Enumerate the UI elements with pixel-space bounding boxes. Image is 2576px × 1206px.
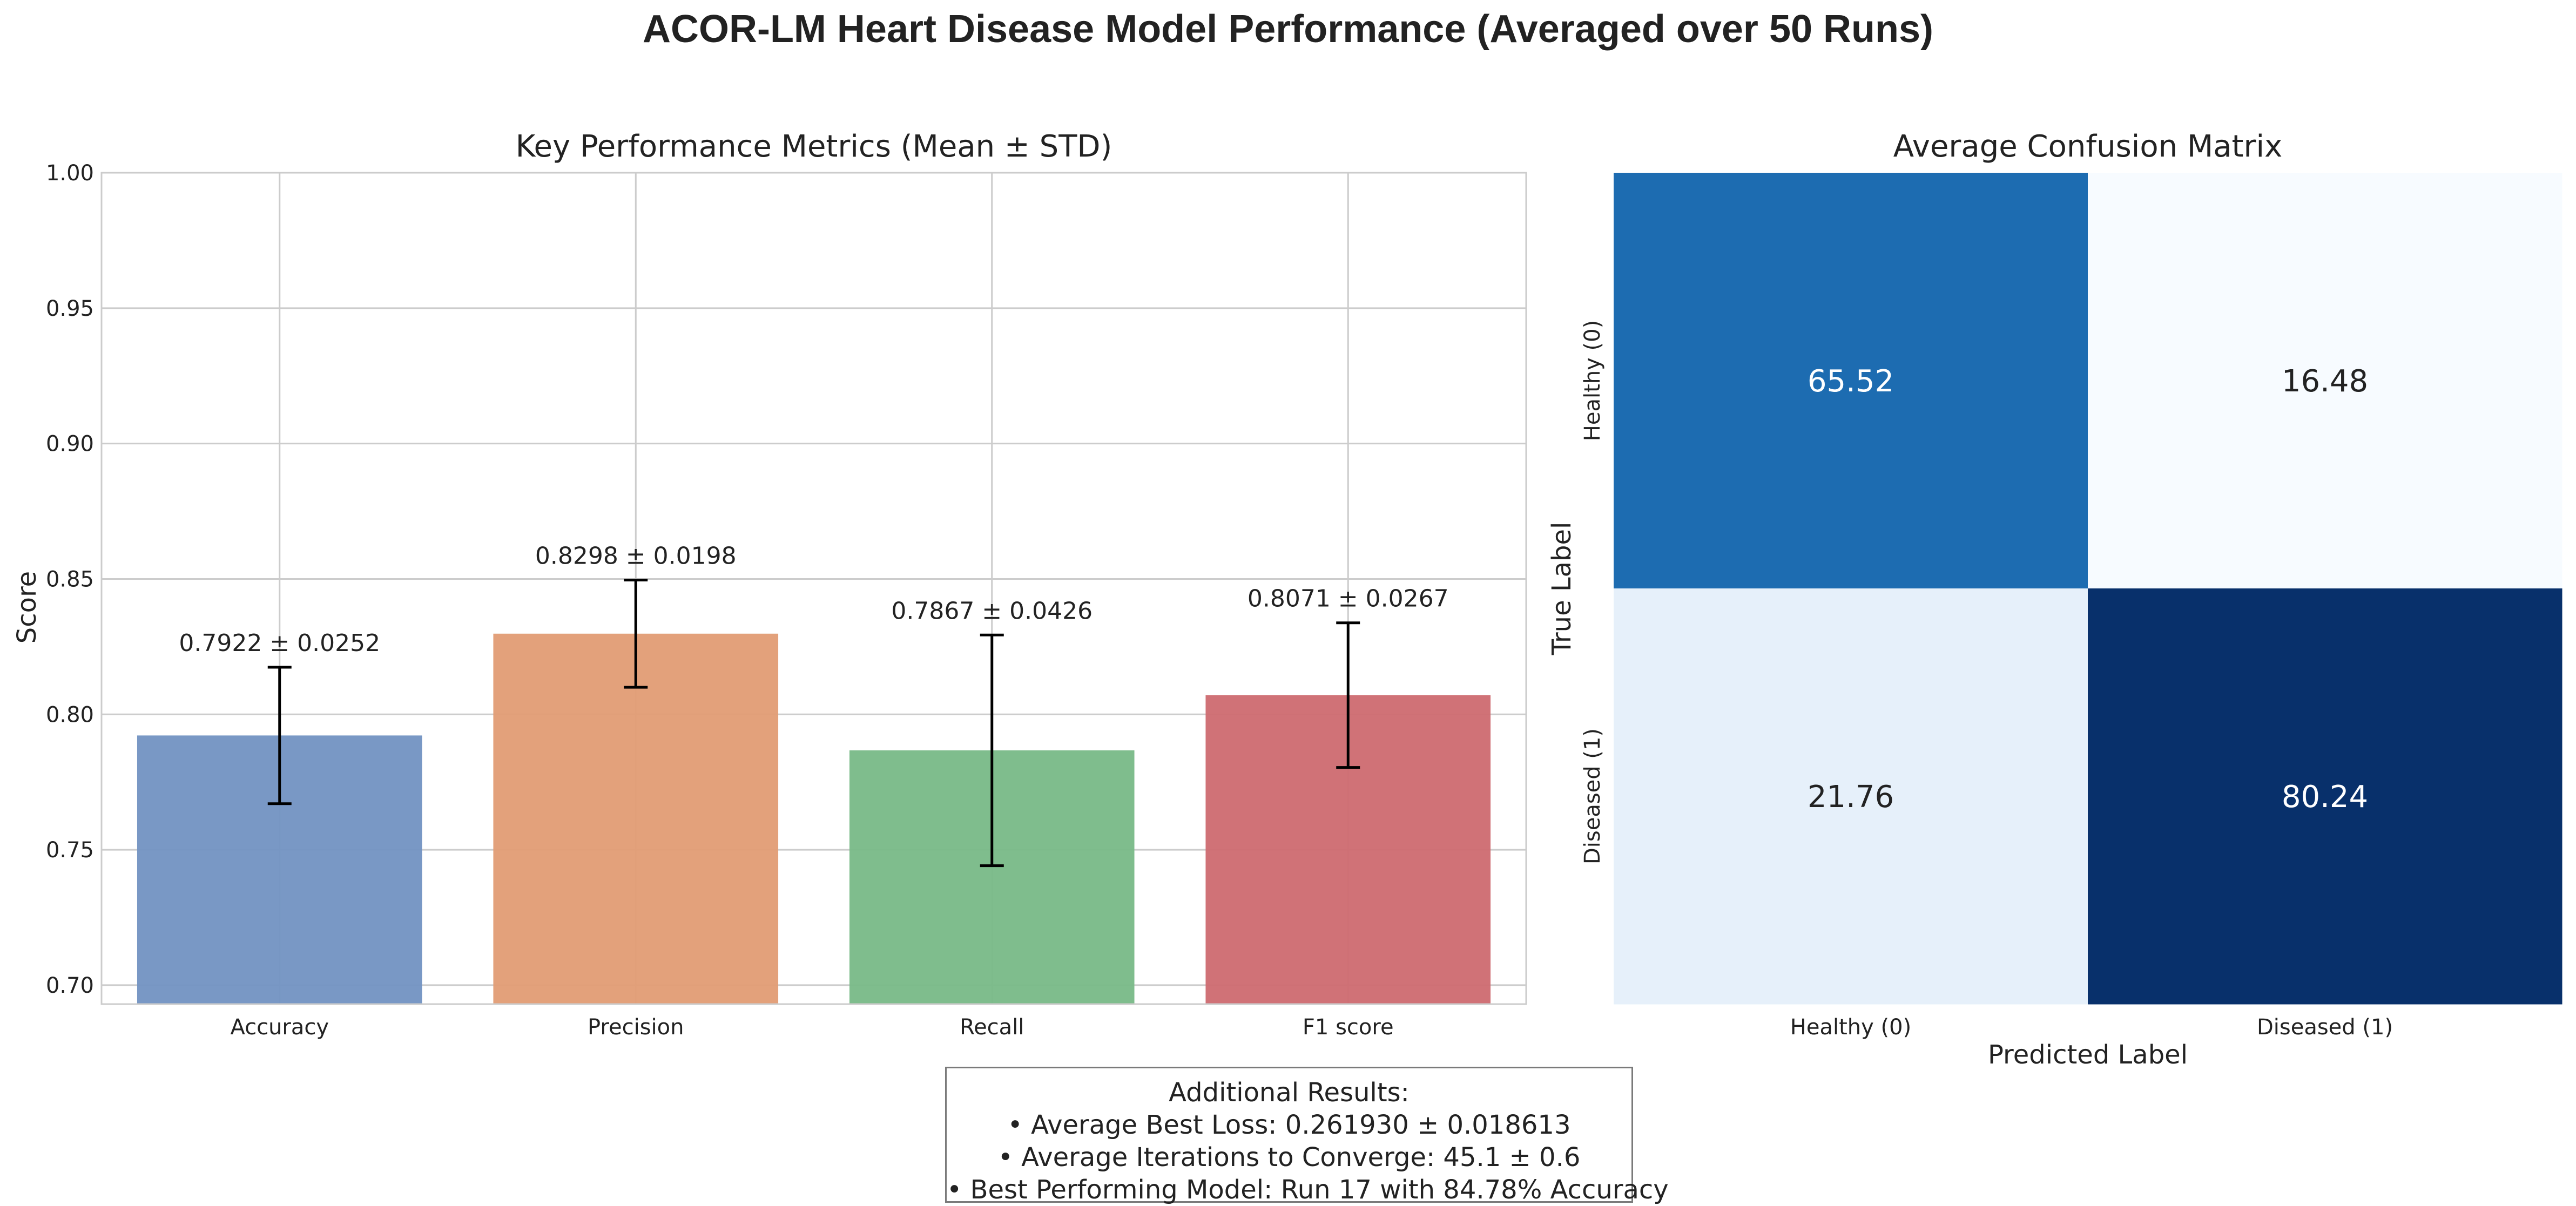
heatmap-y-ticks: Healthy (0) Diseased (1) [1580,320,1605,864]
bar-y-tick-label: 0.90 [46,432,94,457]
bar-x-tick-label: Precision [588,1015,684,1040]
bar-x-ticks: Accuracy Precision Recall F1 score [230,1015,1393,1040]
additional-results-line-iterations: • Average Iterations to Converge: 45.1 ±… [997,1142,1581,1173]
bar-chart-title: Key Performance Metrics (Mean ± STD) [516,129,1112,164]
bar-y-tick-label: 0.70 [46,973,94,998]
metrics-bar-chart: Key Performance Metrics (Mean ± STD) Sco… [12,129,1527,1040]
additional-results-box: Additional Results: • Average Best Loss:… [945,1067,1669,1205]
bar-plot-frame [100,172,1527,1005]
bar-x-tick-label: F1 score [1303,1015,1394,1040]
bar-x-tick-label: Recall [960,1015,1024,1040]
heatmap-cells [1614,173,2562,1005]
bar-precision [493,633,779,1004]
bar-value-label: 0.7867 ± 0.0426 [891,597,1093,625]
heatmap-y-tick-label: Healthy (0) [1580,320,1605,441]
heatmap-y-tick-label: Diseased (1) [1580,728,1605,864]
figure-title: ACOR-LM Heart Disease Model Performance … [643,8,1933,51]
bar-y-ticks: 0.70 0.75 0.80 0.85 0.90 0.95 1.00 [46,161,94,998]
bar-chart-ylabel: Score [12,571,42,643]
heatmap-cell [2088,588,2562,1005]
heatmap-cell-label: 16.48 [2282,364,2368,399]
error-bars [267,578,1360,868]
heatmap-xlabel: Predicted Label [1988,1040,2188,1070]
bar-y-tick-label: 0.95 [46,296,94,321]
heatmap-cell-labels: 65.52 16.48 21.76 80.24 [1808,364,2368,815]
bar-value-labels: 0.7922 ± 0.0252 0.8298 ± 0.0198 0.7867 ± 0… [179,542,1448,657]
bar-y-tick-label: 0.80 [46,702,94,727]
heatmap-cell [1614,173,2088,589]
bar-y-tick-label: 0.75 [46,838,94,863]
bar-value-label: 0.8071 ± 0.0267 [1247,585,1449,613]
heatmap-ylabel: True Label [1547,522,1577,656]
heatmap-cell-label: 80.24 [2282,780,2368,815]
heatmap-cell [1614,588,2088,1005]
heatmap-x-tick-label: Healthy (0) [1790,1015,1911,1040]
additional-results-line-loss: • Average Best Loss: 0.261930 ± 0.018613 [1007,1110,1571,1140]
heatmap-x-tick-label: Diseased (1) [2257,1015,2393,1040]
bar-x-tick-label: Accuracy [230,1015,329,1040]
heatmap-title: Average Confusion Matrix [1893,129,2282,164]
bar-value-label: 0.7922 ± 0.0252 [179,629,380,657]
confusion-matrix-heatmap: Average Confusion Matrix 65.52 16.48 21.76… [1547,129,2562,1070]
bar-y-tick-label: 1.00 [46,161,94,186]
bar-series [137,633,1491,1004]
additional-results-heading: Additional Results: [1169,1078,1410,1108]
additional-results-line-best-model: • Best Performing Model: Run 17 with 84.… [947,1175,1669,1205]
heatmap-x-ticks: Healthy (0) Diseased (1) [1790,1015,2393,1040]
heatmap-cell-label: 21.76 [1808,780,1894,815]
bar-value-label: 0.8298 ± 0.0198 [535,542,737,570]
heatmap-cell-label: 65.52 [1808,364,1894,399]
heatmap-cell [2088,173,2562,589]
bar-y-tick-label: 0.85 [46,567,94,592]
